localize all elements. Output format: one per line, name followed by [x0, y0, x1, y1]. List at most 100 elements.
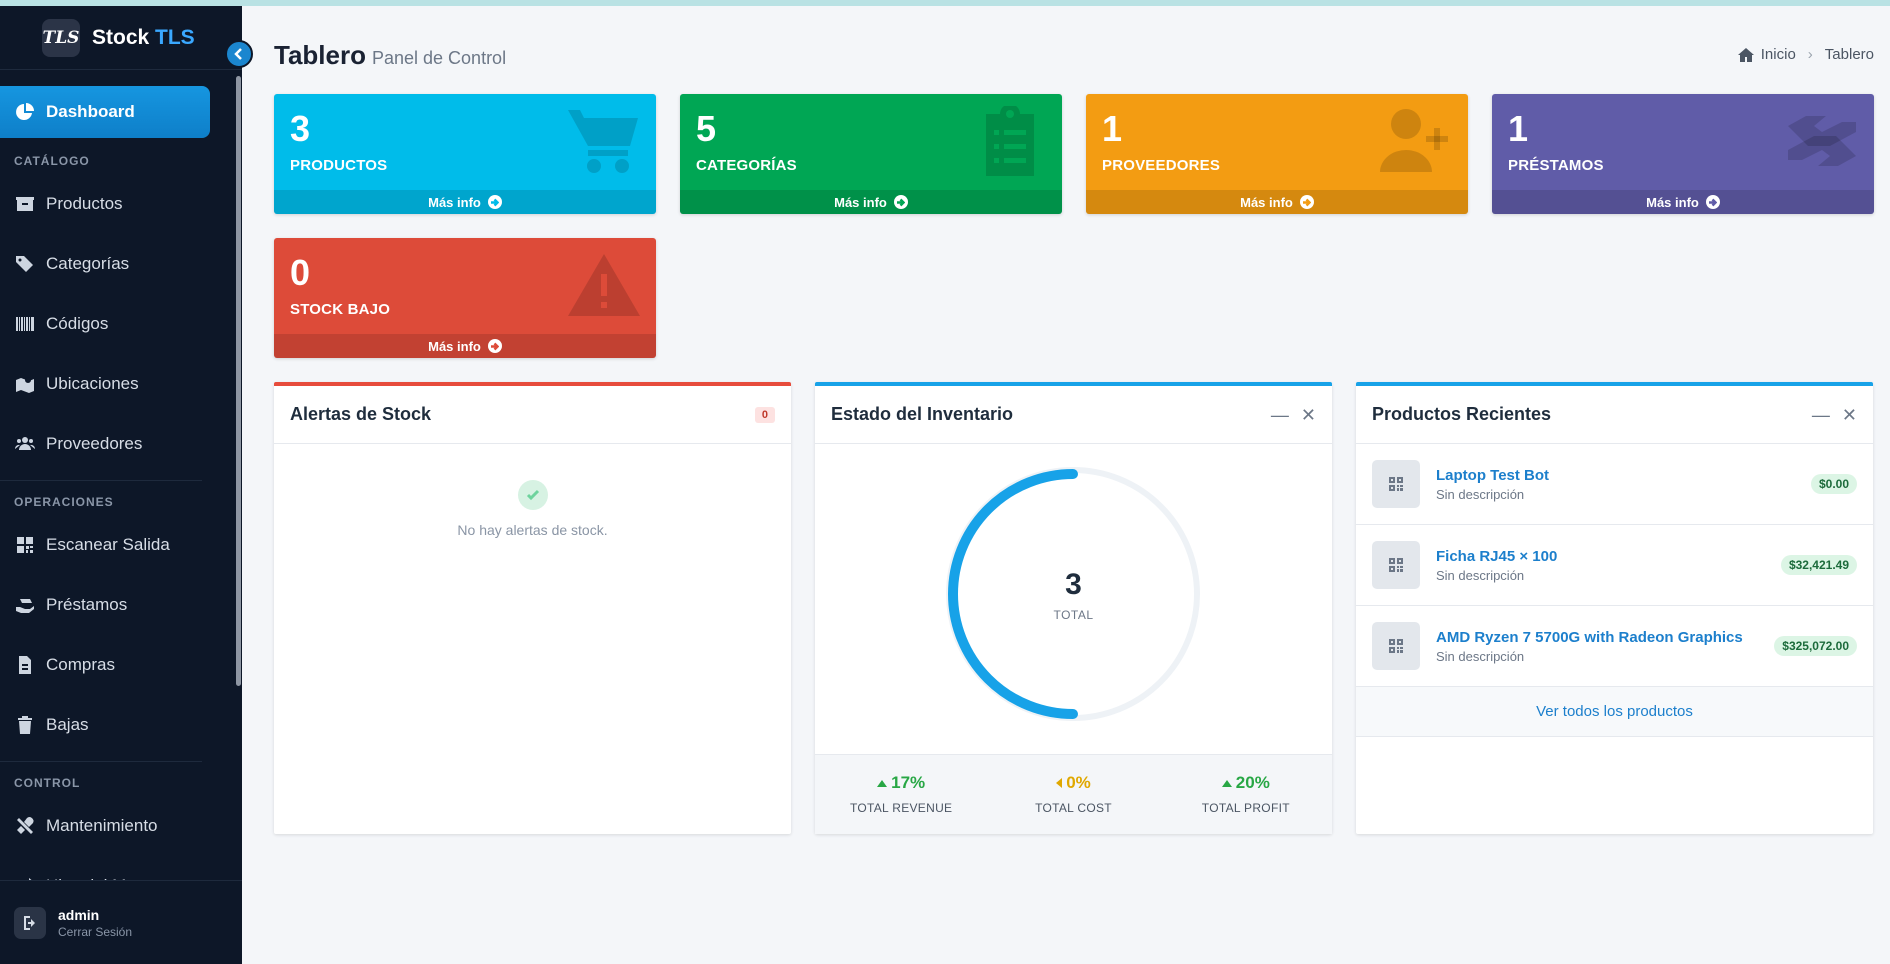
sidebar-item-label: Préstamos	[46, 595, 128, 614]
more-info-link[interactable]: Más info	[1086, 190, 1468, 214]
sidebar-item-label: Dashboard	[46, 102, 135, 121]
stat-label: STOCK BAJO	[290, 301, 391, 318]
sign-out-icon	[24, 915, 35, 930]
empty-message: No hay alertas de stock.	[457, 522, 608, 538]
stat-percent: 20%	[1221, 773, 1270, 793]
inventory-total: 3	[1065, 568, 1082, 601]
arrow-circle-right-icon	[487, 195, 502, 209]
sidebar-item-productos[interactable]: Productos	[0, 174, 228, 234]
sidebar-item-label: Escanear Salida	[46, 535, 170, 554]
sidebar-item-prestamos[interactable]: Préstamos	[0, 575, 228, 635]
caret-up-icon	[1221, 779, 1232, 787]
sidebar-item-label: Compras	[46, 655, 115, 674]
qrcode-icon	[1372, 460, 1420, 508]
brand-logo: TLS	[42, 18, 80, 57]
alerts-count-badge: 0	[754, 406, 775, 423]
hand-holding-icon	[14, 594, 36, 616]
qrcode-icon	[1372, 622, 1420, 670]
sidebar-scrollbar[interactable]	[235, 70, 242, 690]
sidebar-item-label: Bajas	[46, 715, 89, 734]
more-info-link[interactable]: Más info	[274, 334, 656, 358]
page-title: Tablero	[274, 40, 366, 70]
product-info: AMD Ryzen 7 5700G with Radeon Graphics S…	[1436, 629, 1774, 664]
minus-icon[interactable]: —	[1811, 404, 1830, 425]
donut-chart: 3 TOTAL	[815, 444, 1332, 744]
sidebar-item-label: Códigos	[46, 314, 109, 333]
view-all-products-link[interactable]: Ver todos los productos	[1356, 687, 1873, 737]
sidebar-item-bajas[interactable]: Bajas	[0, 695, 228, 755]
box-icon	[14, 193, 36, 215]
tools-icon	[14, 815, 36, 837]
list-item[interactable]: Ficha RJ45 × 100 Sin descripción $32,421…	[1356, 525, 1873, 606]
barcode-icon	[14, 313, 36, 335]
stat-box-proveedores: 1 PROVEEDORES Más info	[1086, 94, 1468, 214]
sidebar-item-ubicaciones[interactable]: Ubicaciones	[0, 354, 228, 414]
warning-icon	[566, 250, 642, 320]
breadcrumb-home[interactable]: Inicio	[1760, 46, 1796, 63]
sidebar-item-dashboard[interactable]: Dashboard	[0, 86, 210, 138]
inventory-status-card: Estado del Inventario — ✕ 3 TOTAL 17% TO…	[815, 382, 1332, 834]
chart-pie-icon	[14, 101, 36, 123]
card-tools: — ✕	[1812, 406, 1857, 424]
sidebar-nav: Dashboard CATÁLOGO Productos Categorías …	[0, 86, 242, 916]
inventory-stats: 17% TOTAL REVENUE 0% TOTAL COST 20% TOTA…	[815, 754, 1332, 834]
product-list: Laptop Test Bot Sin descripción $0.00 Fi…	[1356, 444, 1873, 737]
more-info-label: Más info	[1240, 194, 1293, 210]
stat-percent-value: 20%	[1235, 773, 1270, 792]
check-circle-icon	[517, 480, 548, 510]
sidebar-item-compras[interactable]: Compras	[0, 635, 228, 695]
arrow-circle-right-icon	[893, 195, 908, 209]
product-description: Sin descripción	[1436, 486, 1525, 502]
product-name[interactable]: AMD Ryzen 7 5700G with Radeon Graphics	[1436, 628, 1743, 646]
stat-percent-value: 0%	[1066, 773, 1091, 792]
top-accent-bar	[0, 0, 1890, 6]
stat-value: 5	[696, 108, 717, 149]
nav-section-header: OPERACIONES	[0, 480, 202, 515]
logout-button[interactable]	[14, 906, 46, 939]
more-info-link[interactable]: Más info	[680, 190, 1062, 214]
stat-label: PRÉSTAMOS	[1508, 157, 1604, 174]
stat-label: PRODUCTOS	[290, 157, 388, 174]
user-info: admin Cerrar Sesión	[58, 907, 132, 939]
logout-link[interactable]: Cerrar Sesión	[58, 924, 133, 939]
sidebar-scroll-thumb[interactable]	[236, 76, 241, 686]
stat-caption: TOTAL COST	[1035, 801, 1112, 815]
product-name[interactable]: Ficha RJ45 × 100	[1436, 547, 1558, 565]
more-info-link[interactable]: Más info	[1492, 190, 1874, 214]
sidebar-item-proveedores[interactable]: Proveedores	[0, 414, 228, 474]
invoice-icon	[14, 654, 36, 676]
brand[interactable]: TLS Stock TLS	[0, 6, 242, 70]
stat-value: 3	[290, 108, 311, 149]
caret-left-icon	[1056, 778, 1063, 788]
stat-box-productos: 3 PRODUCTOS Más info	[274, 94, 656, 214]
product-name[interactable]: Laptop Test Bot	[1436, 466, 1550, 484]
page-subtitle: Panel de Control	[371, 48, 507, 68]
cart-icon	[566, 106, 642, 176]
sidebar-item-codigos[interactable]: Códigos	[0, 294, 228, 354]
more-info-label: Más info	[428, 194, 481, 210]
sidebar-item-label: Mantenimiento	[46, 816, 158, 835]
sidebar: TLS Stock TLS Dashboard CATÁLOGO Product…	[0, 6, 242, 964]
sidebar-collapse-button[interactable]	[225, 40, 253, 68]
map-location-icon	[14, 373, 36, 395]
close-icon[interactable]: ✕	[1841, 404, 1857, 425]
chevron-left-icon	[234, 48, 242, 60]
minus-icon[interactable]: —	[1270, 404, 1289, 425]
sidebar-user-footer: admin Cerrar Sesión	[0, 880, 242, 964]
product-description: Sin descripción	[1436, 648, 1525, 664]
product-price: $325,072.00	[1774, 636, 1857, 656]
stat-box-stock-bajo: 0 STOCK BAJO Más info	[274, 238, 656, 358]
list-item[interactable]: AMD Ryzen 7 5700G with Radeon Graphics S…	[1356, 606, 1873, 687]
sidebar-item-escanear-salida[interactable]: Escanear Salida	[0, 515, 228, 575]
sidebar-item-mantenimiento[interactable]: Mantenimiento	[0, 796, 228, 856]
card-title: Alertas de Stock	[290, 404, 432, 424]
sidebar-item-label: Productos	[46, 194, 123, 213]
close-icon[interactable]: ✕	[1300, 404, 1316, 425]
more-info-link[interactable]: Más info	[274, 190, 656, 214]
sidebar-item-label: Ubicaciones	[46, 374, 139, 393]
sidebar-item-categorias[interactable]: Categorías	[0, 234, 228, 294]
tags-icon	[14, 253, 36, 275]
list-item[interactable]: Laptop Test Bot Sin descripción $0.00	[1356, 444, 1873, 525]
qrcode-icon	[14, 534, 36, 556]
stat-percent: 0%	[1056, 773, 1091, 793]
